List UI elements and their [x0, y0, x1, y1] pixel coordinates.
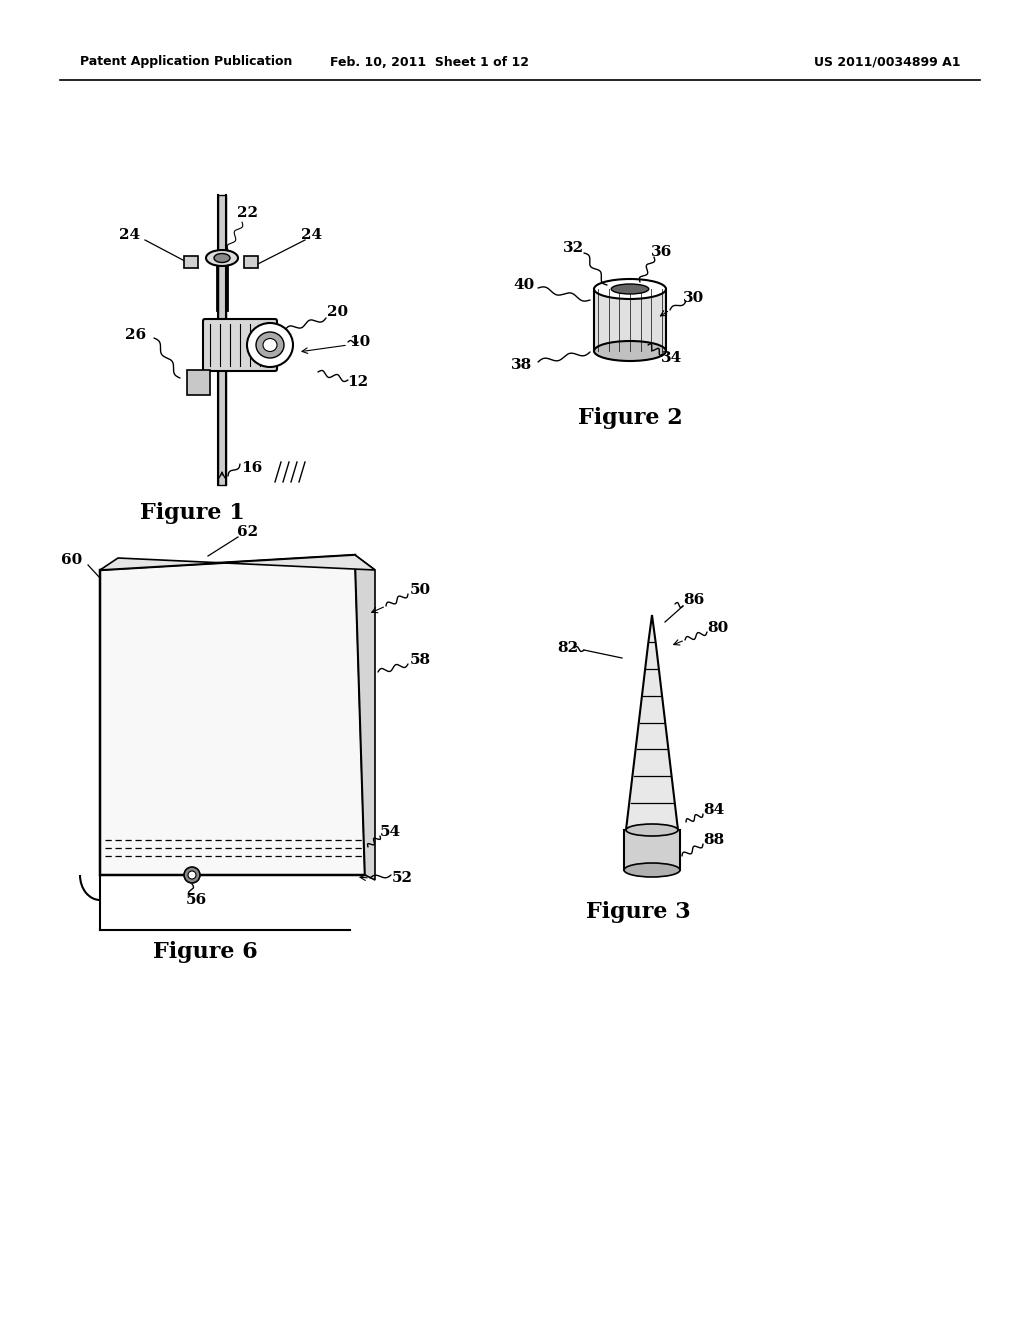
Text: Patent Application Publication: Patent Application Publication — [80, 55, 293, 69]
Text: 26: 26 — [125, 327, 146, 342]
Circle shape — [184, 867, 200, 883]
Polygon shape — [355, 554, 375, 880]
Polygon shape — [100, 554, 365, 875]
Ellipse shape — [594, 279, 666, 300]
Text: 38: 38 — [511, 358, 532, 372]
Text: 20: 20 — [328, 305, 348, 319]
Ellipse shape — [594, 341, 666, 360]
Text: 30: 30 — [683, 290, 705, 305]
Polygon shape — [187, 370, 210, 395]
Bar — [244, 256, 258, 268]
Bar — [218, 195, 226, 484]
Text: 34: 34 — [662, 351, 683, 366]
FancyBboxPatch shape — [203, 319, 278, 371]
Text: 52: 52 — [391, 871, 413, 884]
Text: 86: 86 — [683, 593, 705, 607]
Text: 50: 50 — [410, 583, 430, 597]
Text: 24: 24 — [301, 228, 323, 242]
Text: 24: 24 — [120, 228, 140, 242]
Bar — [184, 256, 198, 268]
Text: 22: 22 — [238, 206, 258, 220]
Text: 16: 16 — [242, 461, 262, 475]
Text: 82: 82 — [557, 642, 579, 655]
Ellipse shape — [624, 863, 680, 876]
Text: 12: 12 — [347, 375, 369, 389]
Text: Figure 2: Figure 2 — [578, 407, 682, 429]
Text: 84: 84 — [703, 803, 725, 817]
Text: Figure 6: Figure 6 — [153, 941, 257, 964]
Text: 62: 62 — [238, 525, 259, 539]
Text: Figure 3: Figure 3 — [586, 902, 690, 923]
Text: 56: 56 — [185, 894, 207, 907]
Text: 54: 54 — [380, 825, 400, 840]
Text: Feb. 10, 2011  Sheet 1 of 12: Feb. 10, 2011 Sheet 1 of 12 — [331, 55, 529, 69]
Text: 36: 36 — [651, 246, 673, 259]
Polygon shape — [100, 554, 375, 570]
Text: Figure 1: Figure 1 — [139, 502, 245, 524]
Ellipse shape — [611, 284, 649, 294]
Circle shape — [188, 871, 196, 879]
Text: 60: 60 — [61, 553, 83, 568]
Ellipse shape — [206, 249, 238, 267]
Ellipse shape — [626, 824, 678, 836]
Text: 10: 10 — [349, 335, 371, 348]
Text: 32: 32 — [563, 242, 585, 255]
Ellipse shape — [247, 323, 293, 367]
Text: 88: 88 — [703, 833, 725, 847]
Text: 80: 80 — [708, 620, 729, 635]
Bar — [624, 830, 680, 870]
Ellipse shape — [214, 253, 230, 263]
Ellipse shape — [256, 333, 284, 358]
Text: 40: 40 — [513, 279, 535, 292]
Text: 58: 58 — [410, 653, 430, 667]
Bar — [594, 289, 666, 351]
Polygon shape — [626, 615, 678, 830]
Text: US 2011/0034899 A1: US 2011/0034899 A1 — [813, 55, 961, 69]
Ellipse shape — [263, 338, 278, 351]
